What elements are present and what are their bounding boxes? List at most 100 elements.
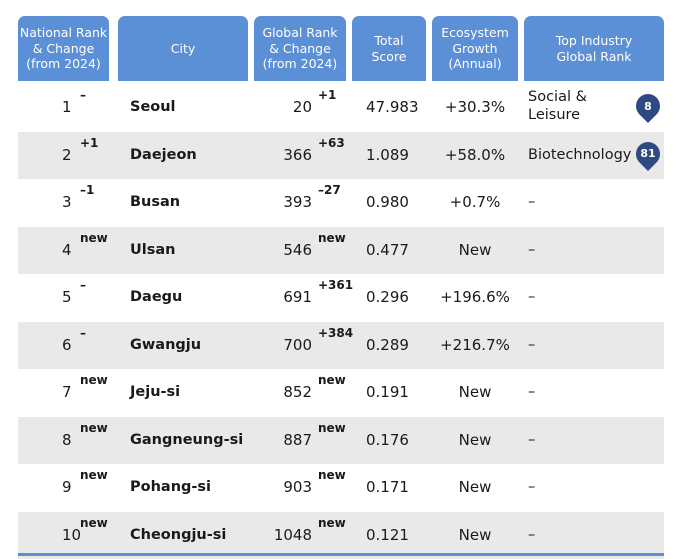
- top-industry: Biotechnology: [528, 146, 632, 163]
- table-row: 8 new Gangneung-si 887 new 0.176 New –: [18, 416, 664, 464]
- table-row: 1– Seoul 20 +1 47.983 +30.3% Social & Leisure 8: [18, 84, 665, 131]
- city-name: Gangneung-si: [130, 431, 244, 448]
- global-rank: 700: [283, 335, 312, 354]
- national-rank-change: +1: [80, 135, 99, 150]
- total-score: 0.171: [366, 478, 409, 496]
- ecosystem-growth: New: [458, 430, 492, 449]
- city-name: Cheongju-si: [130, 526, 227, 543]
- table-row: 2 +1 Daejeon 366 +63 1.089 +58.0% Biotechnology…: [18, 131, 665, 179]
- table-header: National Rank & Change (from 2024) City …: [0, 0, 680, 81]
- city-name: Pohang-si: [130, 479, 212, 495]
- total-score: 0.296: [366, 288, 409, 306]
- city-name: Busan: [130, 194, 181, 210]
- national-rank: 6: [62, 335, 72, 354]
- top-industry: –: [528, 526, 536, 543]
- ecosystem-growth: +0.7%: [449, 193, 501, 211]
- national-rank: 10: [62, 525, 82, 544]
- top-industry: –: [528, 194, 536, 210]
- header-city: City: [118, 16, 248, 81]
- header-national-rank: National Rank & Change (from 2024): [18, 16, 109, 81]
- global-rank-change: +361: [318, 278, 354, 292]
- city-name: Ulsan: [130, 241, 176, 258]
- table-row: 7 new Jeju-si 852 new 0.191 New –: [18, 369, 664, 416]
- header-top-industry: Top Industry Global Rank: [524, 16, 664, 81]
- ecosystem-growth: New: [458, 525, 492, 544]
- table-row: 4 new Ulsan 546 new 0.477 New –: [18, 226, 664, 274]
- total-score: 47.983: [366, 98, 419, 116]
- global-rank: 852: [283, 383, 312, 401]
- national-rank-change: –: [80, 88, 86, 102]
- header-total-score: Total Score: [352, 16, 426, 81]
- national-rank-change: new: [80, 373, 108, 387]
- national-rank-change: new: [80, 420, 108, 435]
- national-rank: 4: [62, 240, 72, 259]
- city-name: Jeju-si: [130, 384, 181, 400]
- table-row: 9 new Pohang-si 903 new 0.171 New –: [18, 464, 664, 511]
- total-score: 0.121: [366, 525, 409, 544]
- top-industry: –: [528, 431, 536, 448]
- header-ecosystem-growth: Ecosystem Growth (Annual): [432, 16, 518, 81]
- global-rank-change: new: [318, 515, 346, 530]
- table-row: 10 new Cheongju-si 1048 new 0.121 New –: [18, 511, 664, 559]
- top-industry: –: [528, 384, 536, 400]
- city-name: Gwangju: [130, 336, 202, 353]
- top-industry: Social & Leisure: [528, 89, 587, 123]
- national-rank-change: –: [80, 278, 86, 292]
- total-score: 1.089: [366, 145, 409, 164]
- table-bottom-border: [18, 553, 664, 556]
- national-rank: 5: [62, 288, 72, 306]
- top-industry: –: [528, 336, 536, 353]
- table-row: 3 –1 Busan 393 –27 0.980 +0.7% –: [18, 179, 664, 226]
- city-name: Daejeon: [130, 146, 197, 163]
- global-rank-change: +63: [318, 135, 345, 150]
- ecosystem-growth: New: [458, 478, 492, 496]
- national-rank: 7: [62, 383, 72, 401]
- global-rank: 1048: [273, 525, 312, 544]
- global-rank-change: new: [318, 420, 346, 435]
- national-rank-change: –: [80, 325, 86, 340]
- city-name: Seoul: [130, 99, 176, 115]
- top-industry: –: [528, 479, 536, 495]
- global-rank: 366: [283, 145, 312, 164]
- ecosystem-growth: +216.7%: [440, 335, 510, 354]
- national-rank: 3: [62, 193, 72, 211]
- global-rank: 903: [283, 478, 312, 496]
- national-rank: 1: [62, 98, 72, 116]
- national-rank-change: –1: [80, 183, 95, 197]
- top-industry: –: [528, 241, 536, 258]
- ecosystem-growth: +30.3%: [444, 98, 506, 116]
- national-rank-change: new: [80, 230, 108, 245]
- global-rank: 887: [283, 430, 312, 449]
- ecosystem-growth: +196.6%: [440, 288, 510, 306]
- national-rank-change: new: [80, 515, 108, 530]
- national-rank: 9: [62, 478, 72, 496]
- global-rank-change: –27: [318, 183, 341, 197]
- total-score: 0.980: [366, 193, 409, 211]
- national-rank: 8: [62, 430, 72, 449]
- industry-global-rank: 81: [640, 147, 656, 160]
- total-score: 0.289: [366, 335, 409, 354]
- total-score: 0.477: [366, 240, 409, 259]
- national-rank-change: new: [80, 468, 108, 482]
- global-rank-change: new: [318, 373, 346, 387]
- ecosystem-growth: New: [458, 383, 492, 401]
- total-score: 0.176: [366, 430, 409, 449]
- industry-global-rank: 8: [644, 99, 652, 113]
- city-name: Daegu: [130, 289, 183, 305]
- ecosystem-growth: +58.0%: [444, 145, 506, 164]
- global-rank: 546: [283, 240, 312, 259]
- global-rank: 691: [283, 288, 312, 306]
- total-score: 0.191: [366, 383, 409, 401]
- global-rank-change: +384: [318, 325, 354, 340]
- global-rank: 20: [292, 98, 312, 116]
- header-global-rank: Global Rank & Change (from 2024): [254, 16, 346, 81]
- global-rank-change: +1: [318, 88, 337, 102]
- top-industry: –: [528, 289, 536, 305]
- ecosystem-growth: New: [458, 240, 492, 259]
- national-rank: 2: [62, 145, 72, 164]
- global-rank: 393: [283, 193, 312, 211]
- global-rank-change: new: [318, 230, 346, 245]
- global-rank-change: new: [318, 468, 346, 482]
- table-row: 6– Gwangju 700 +384 0.289 +216.7% –: [18, 321, 664, 369]
